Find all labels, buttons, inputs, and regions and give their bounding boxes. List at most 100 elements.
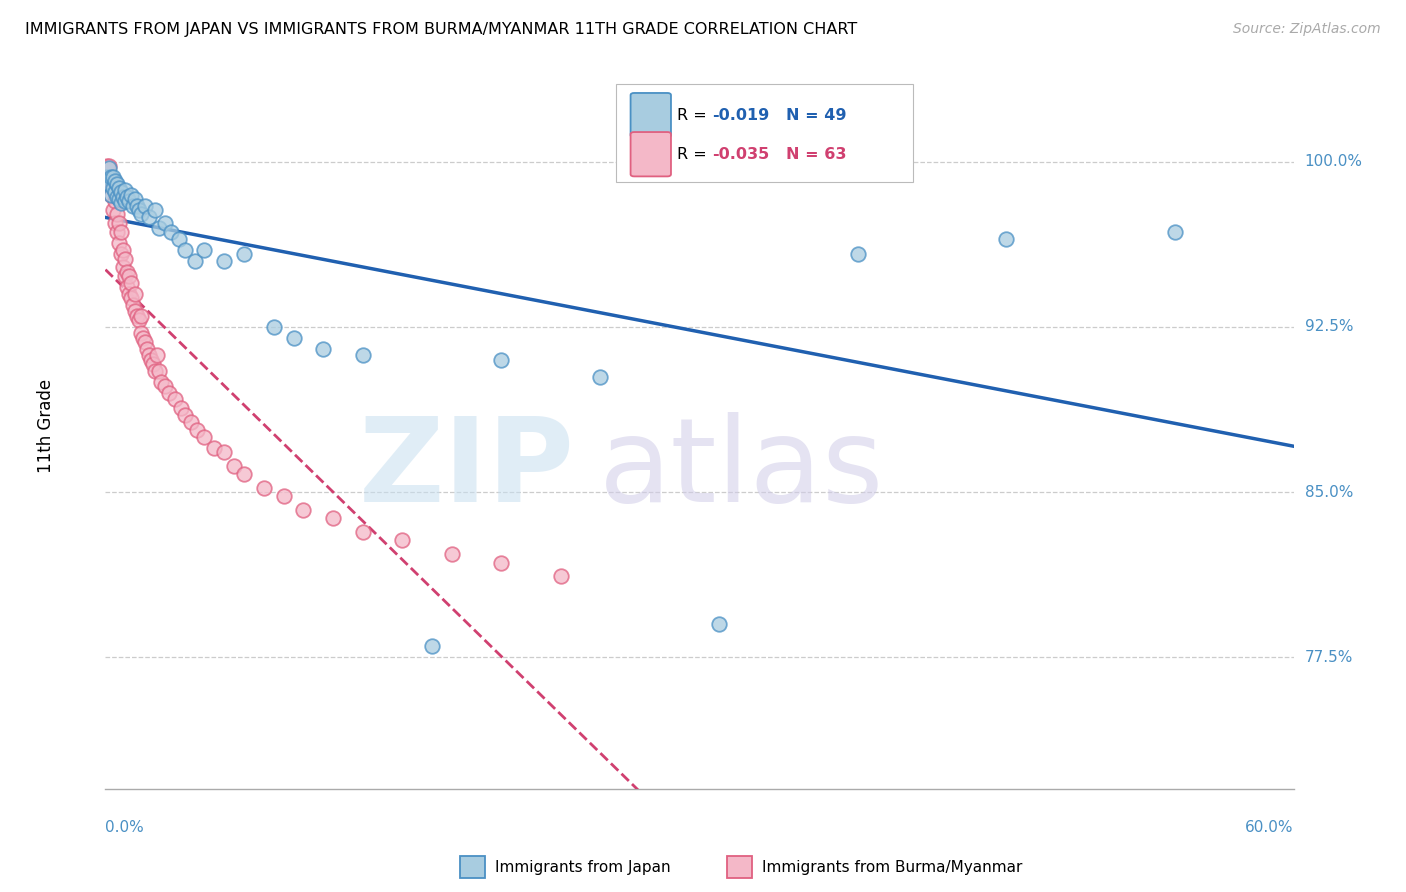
Text: R =: R =: [676, 146, 711, 161]
Point: [167, 232, 190, 246]
FancyBboxPatch shape: [630, 132, 671, 177]
Point: [153, 379, 176, 393]
Point: [128, 202, 150, 217]
Point: [110, 186, 132, 200]
Point: [159, 225, 181, 239]
Point: [292, 502, 315, 516]
Point: [96, 159, 118, 173]
Point: [129, 326, 152, 341]
Point: [108, 216, 131, 230]
Point: [170, 401, 193, 416]
Point: [143, 364, 166, 378]
Point: [491, 556, 513, 570]
Point: [709, 617, 731, 632]
Point: [124, 286, 146, 301]
Text: N = 49: N = 49: [786, 108, 846, 122]
Point: [118, 194, 141, 209]
Point: [420, 639, 443, 653]
Point: [115, 265, 138, 279]
Point: [134, 199, 156, 213]
Point: [120, 187, 142, 202]
Point: [136, 342, 159, 356]
Point: [104, 186, 127, 200]
Point: [263, 319, 285, 334]
Point: [104, 194, 127, 209]
Text: 92.5%: 92.5%: [1305, 319, 1353, 334]
Point: [149, 375, 172, 389]
Point: [100, 187, 122, 202]
Point: [180, 415, 202, 429]
Text: -0.035: -0.035: [713, 146, 770, 161]
Point: [98, 159, 121, 173]
Point: [186, 423, 208, 437]
Text: N = 63: N = 63: [786, 146, 846, 161]
Point: [110, 247, 132, 261]
Point: [100, 172, 122, 186]
Point: [103, 181, 125, 195]
Point: [550, 568, 572, 582]
Point: [352, 524, 374, 539]
Point: [122, 199, 145, 213]
Point: [846, 247, 869, 261]
Point: [120, 291, 142, 305]
Point: [112, 243, 135, 257]
Point: [114, 269, 136, 284]
Point: [273, 490, 295, 504]
Point: [352, 348, 374, 362]
Point: [233, 247, 256, 261]
Point: [114, 194, 136, 209]
Text: 85.0%: 85.0%: [1305, 484, 1353, 500]
Point: [112, 190, 135, 204]
Point: [100, 169, 122, 184]
Point: [134, 335, 156, 350]
Point: [139, 352, 162, 367]
Point: [224, 458, 246, 473]
Text: Source: ZipAtlas.com: Source: ZipAtlas.com: [1233, 22, 1381, 37]
Point: [173, 243, 195, 257]
Point: [391, 533, 413, 548]
Point: [98, 161, 121, 176]
Point: [138, 348, 160, 362]
FancyBboxPatch shape: [616, 84, 914, 182]
Point: [153, 216, 176, 230]
Point: [214, 253, 236, 268]
Text: R =: R =: [676, 108, 711, 122]
Point: [104, 174, 127, 188]
Point: [122, 298, 145, 312]
Point: [491, 352, 513, 367]
Point: [124, 192, 146, 206]
Point: [138, 210, 160, 224]
Point: [98, 172, 121, 186]
Point: [103, 202, 125, 217]
Point: [440, 547, 463, 561]
Bar: [460, 856, 485, 878]
Point: [148, 364, 170, 378]
Text: ZIP: ZIP: [359, 412, 575, 527]
Point: [118, 269, 141, 284]
Point: [214, 445, 236, 459]
Point: [183, 253, 205, 268]
Point: [115, 280, 138, 294]
Text: 0.0%: 0.0%: [105, 820, 145, 835]
Point: [110, 196, 132, 211]
Point: [146, 348, 169, 362]
Point: [98, 177, 121, 191]
Point: [103, 169, 125, 184]
Point: [233, 467, 256, 482]
Text: atlas: atlas: [599, 412, 884, 527]
Point: [157, 385, 180, 400]
Point: [120, 276, 142, 290]
Point: [96, 169, 118, 184]
Point: [1164, 225, 1187, 239]
Point: [127, 309, 149, 323]
Point: [105, 190, 128, 204]
Point: [193, 430, 215, 444]
Point: [118, 286, 141, 301]
Point: [202, 441, 225, 455]
Point: [114, 183, 136, 197]
Point: [108, 192, 131, 206]
Text: 100.0%: 100.0%: [1305, 154, 1362, 169]
FancyBboxPatch shape: [630, 93, 671, 137]
Bar: [727, 856, 752, 878]
Text: IMMIGRANTS FROM JAPAN VS IMMIGRANTS FROM BURMA/MYANMAR 11TH GRADE CORRELATION CH: IMMIGRANTS FROM JAPAN VS IMMIGRANTS FROM…: [25, 22, 858, 37]
